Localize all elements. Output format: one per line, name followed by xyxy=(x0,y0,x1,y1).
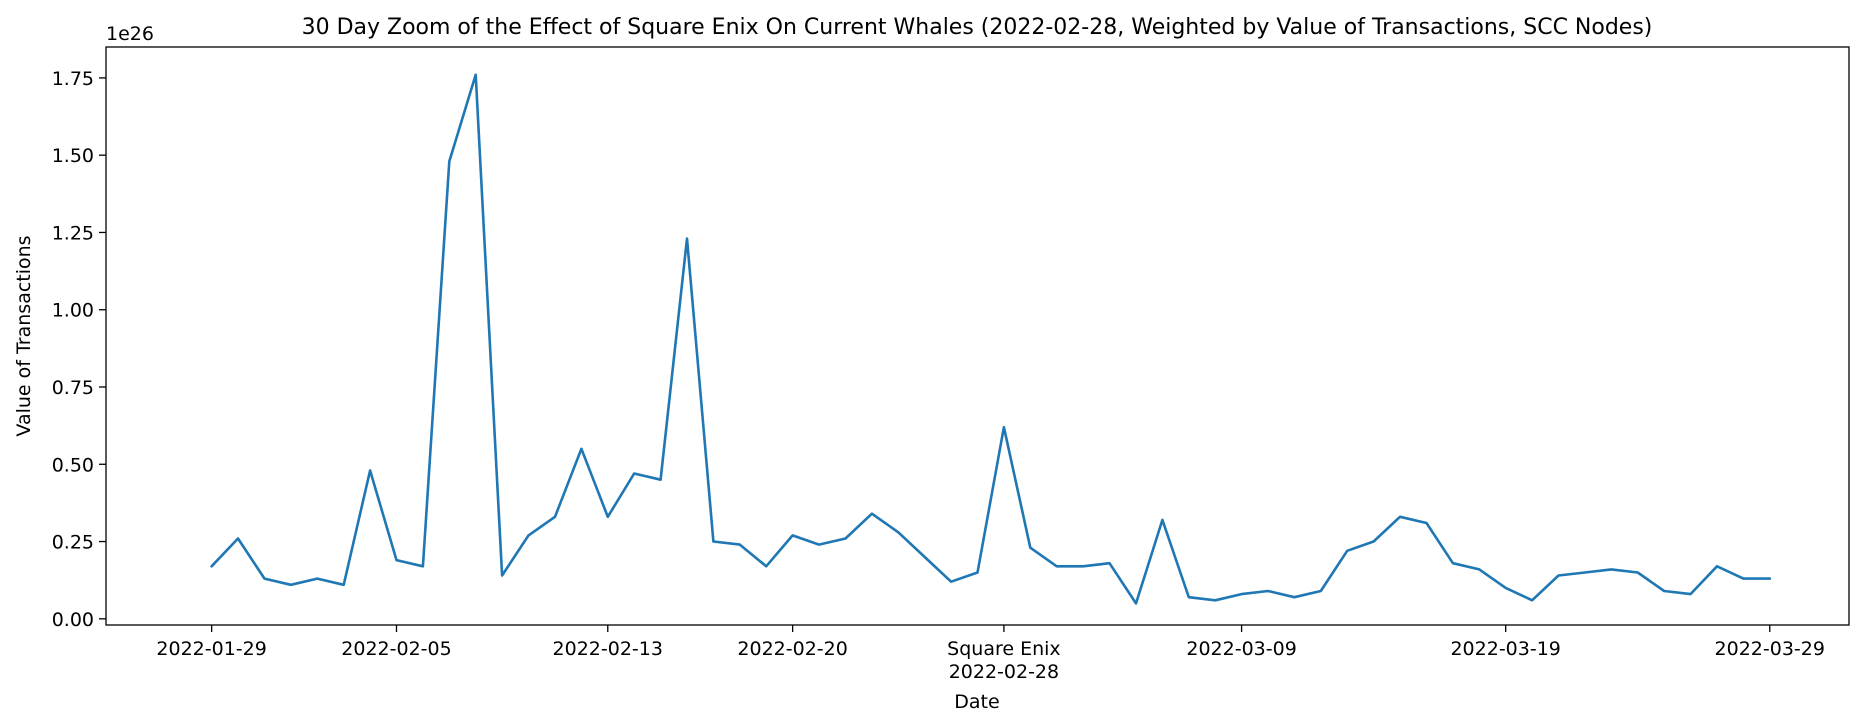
x-tick-label: 2022-02-20 xyxy=(737,638,847,660)
y-tick-label: 0.75 xyxy=(52,377,94,399)
series-layer xyxy=(210,73,1772,605)
y-tick-label: 0.00 xyxy=(52,609,94,631)
chart-title: 30 Day Zoom of the Effect of Square Enix… xyxy=(302,15,1653,40)
plot-area xyxy=(106,47,1849,625)
x-tick-label: 2022-03-29 xyxy=(1715,638,1825,660)
x-tick-label: 2022-01-29 xyxy=(156,638,266,660)
y-tick-label: 0.25 xyxy=(52,532,94,554)
x-tick-label: Square Enix xyxy=(947,638,1061,660)
x-tick-label-secondary: 2022-02-28 xyxy=(949,661,1059,683)
y-tick-label: 0.50 xyxy=(52,454,94,476)
x-tick-label: 2022-02-13 xyxy=(553,638,663,660)
y-tick-label: 1.25 xyxy=(52,222,94,244)
x-tick-label: 2022-02-05 xyxy=(341,638,451,660)
x-axis-label: Date xyxy=(954,691,999,713)
y-tick-label: 1.50 xyxy=(52,145,94,167)
series-line xyxy=(210,73,1772,605)
plot-frame xyxy=(105,46,1850,626)
y-offset-label: 1e26 xyxy=(106,23,154,45)
x-axis: 2022-01-29 2022-02-05 2022-02-13 2022-02-20… xyxy=(156,625,1825,683)
y-axis-label: Value of Transactions xyxy=(13,235,35,436)
y-axis: 0.00 0.25 0.50 0.75 1.00 1.25 1.50 1.75 xyxy=(52,68,106,631)
x-tick-label: 2022-03-19 xyxy=(1450,638,1560,660)
y-tick-label: 1.00 xyxy=(52,300,94,322)
x-tick-label: 2022-03-09 xyxy=(1186,638,1296,660)
y-tick-label: 1.75 xyxy=(52,68,94,90)
